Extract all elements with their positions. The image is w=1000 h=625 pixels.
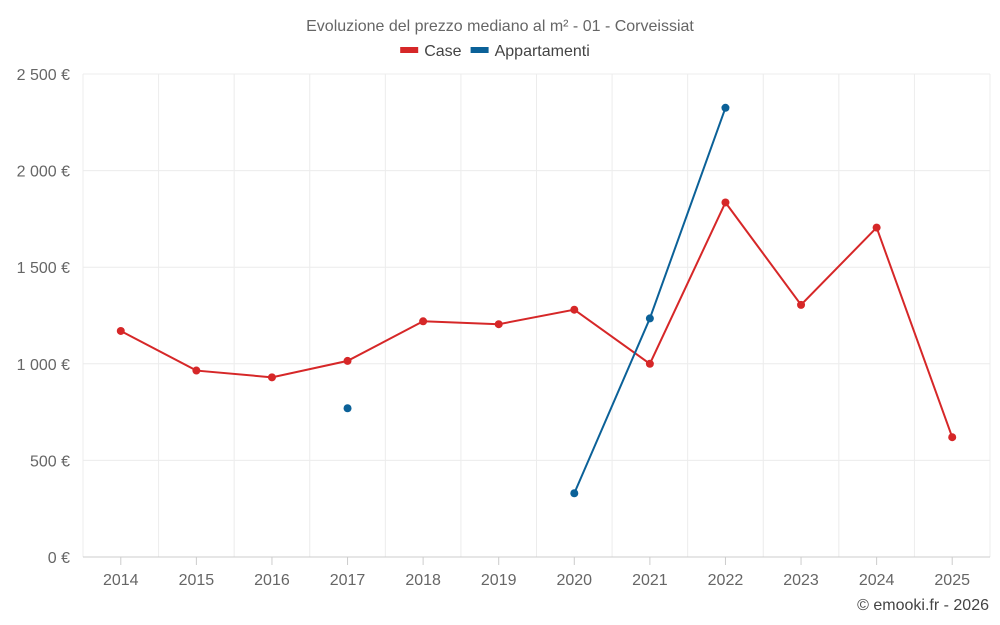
legend-label: Case <box>424 43 461 60</box>
data-point[interactable] <box>192 366 201 375</box>
data-point[interactable] <box>343 356 352 365</box>
x-tick-label: 2018 <box>405 572 441 589</box>
data-point[interactable] <box>645 314 654 323</box>
y-tick-label: 0 € <box>48 550 70 567</box>
grid <box>82 73 991 557</box>
data-point[interactable] <box>570 305 579 314</box>
data-point[interactable] <box>116 326 125 335</box>
data-point[interactable] <box>343 404 352 413</box>
y-tick-label: 2 500 € <box>17 67 70 84</box>
y-tick-label: 1 500 € <box>17 260 70 277</box>
data-point[interactable] <box>267 373 276 382</box>
data-point[interactable] <box>645 359 654 368</box>
data-point[interactable] <box>872 223 881 232</box>
x-tick-label: 2017 <box>330 572 366 589</box>
x-tick-label: 2020 <box>556 572 592 589</box>
x-tick-label: 2023 <box>783 572 819 589</box>
x-tick-label: 2016 <box>254 572 290 589</box>
y-tick-label: 2 000 € <box>17 164 70 181</box>
data-point[interactable] <box>721 198 730 207</box>
series <box>116 103 957 498</box>
legend: Case Appartamenti <box>400 43 590 60</box>
series-appartamenti <box>343 103 730 498</box>
legend-swatch <box>470 47 489 53</box>
data-point[interactable] <box>797 300 806 309</box>
x-tick-label: 2022 <box>708 572 744 589</box>
data-point[interactable] <box>948 433 957 442</box>
x-tick-label: 2019 <box>481 572 517 589</box>
series-line <box>120 200 954 438</box>
x-tick-label: 2024 <box>859 572 895 589</box>
data-point[interactable] <box>419 317 428 326</box>
credit-text: © emooki.fr - 2026 <box>857 597 989 614</box>
legend-item[interactable]: Appartamenti <box>470 43 590 60</box>
chart-title: Evoluzione del prezzo mediano al m² - 01… <box>306 18 694 35</box>
legend-item[interactable]: Case <box>400 43 462 60</box>
legend-label: Appartamenti <box>495 43 590 60</box>
x-tick-label: 2015 <box>179 572 215 589</box>
data-point[interactable] <box>494 320 503 329</box>
series-case <box>116 198 957 442</box>
data-point[interactable] <box>721 103 730 112</box>
legend-swatch <box>400 47 419 53</box>
series-line <box>573 107 727 494</box>
x-tick-label: 2014 <box>103 572 139 589</box>
axes: 0 € 500 € 1 000 € 1 500 € 2 000 € 2 500 € 2014… <box>17 67 990 589</box>
y-tick-label: 1 000 € <box>17 357 70 374</box>
data-point[interactable] <box>570 489 579 498</box>
y-tick-label: 500 € <box>30 453 70 470</box>
x-tick-label: 2025 <box>934 572 970 589</box>
x-tick-label: 2021 <box>632 572 668 589</box>
